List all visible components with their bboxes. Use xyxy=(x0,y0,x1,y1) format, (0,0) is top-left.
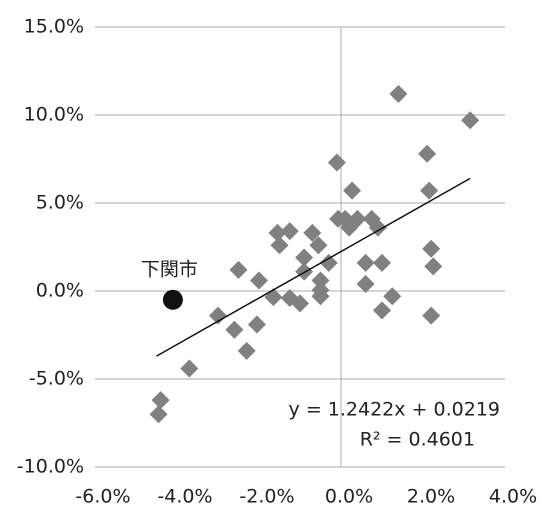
point xyxy=(311,271,330,290)
highlight-label: 下関市 xyxy=(141,258,198,280)
point xyxy=(291,294,309,313)
x-tick-label: 0.0% xyxy=(325,486,373,508)
y-tick-label: -5.0% xyxy=(29,368,84,390)
point xyxy=(383,287,402,306)
point xyxy=(280,222,299,241)
point xyxy=(268,223,287,242)
point xyxy=(237,341,256,360)
y-tick-label: 10.0% xyxy=(24,104,84,126)
point xyxy=(319,253,338,272)
x-tick-label: -2.0% xyxy=(239,486,294,508)
point xyxy=(422,239,441,258)
point xyxy=(327,153,346,172)
point xyxy=(420,181,439,200)
y-tick-label: 0.0% xyxy=(36,280,84,302)
point xyxy=(270,236,289,255)
point xyxy=(356,274,375,293)
point xyxy=(309,236,328,255)
point xyxy=(424,257,443,276)
trendline-r2: R² = 0.4601 xyxy=(360,429,475,451)
point xyxy=(151,391,170,410)
x-tick-label: 2.0% xyxy=(407,486,455,508)
y-tick-label: 15.0% xyxy=(24,16,84,38)
highlight-point xyxy=(162,289,183,310)
point xyxy=(247,315,266,334)
x-tick-label: 4.0% xyxy=(489,486,537,508)
point xyxy=(250,271,268,290)
point xyxy=(225,320,244,339)
y-tick-label: 5.0% xyxy=(36,192,84,214)
point xyxy=(389,84,408,103)
trendline xyxy=(156,177,471,357)
point xyxy=(343,181,362,200)
point xyxy=(209,306,227,325)
point xyxy=(311,287,330,306)
point xyxy=(368,218,387,237)
point xyxy=(180,359,199,378)
point xyxy=(356,253,375,272)
x-tick-label: -6.0% xyxy=(75,486,130,508)
point xyxy=(295,248,314,267)
point xyxy=(373,301,391,320)
point xyxy=(373,253,391,272)
point xyxy=(149,405,168,424)
point xyxy=(303,223,322,242)
point xyxy=(340,218,359,237)
y-tick-label: -10.0% xyxy=(17,456,84,478)
point xyxy=(229,260,248,279)
point xyxy=(461,111,480,130)
point xyxy=(422,306,441,325)
point xyxy=(418,144,437,163)
trendline-equation: y = 1.2422x + 0.0219 xyxy=(289,399,500,421)
x-tick-label: -4.0% xyxy=(157,486,212,508)
